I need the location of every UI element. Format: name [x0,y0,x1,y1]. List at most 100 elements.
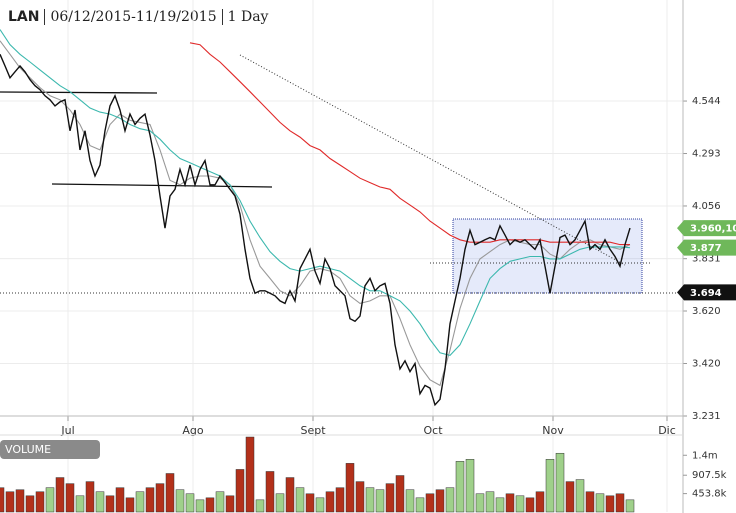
volume-bar [235,469,245,513]
volume-bar [115,487,125,513]
volume-bar [615,493,625,513]
volume-bar [295,487,305,513]
volume-bar [135,491,145,513]
price-badge [677,284,736,301]
y-tick-label: 4.293 [692,149,721,160]
volume-bar [475,493,485,513]
drawn-trendline [0,91,158,94]
x-tick-label: Nov [542,424,564,437]
volume-bar [305,493,315,513]
volume-bar [495,497,505,513]
volume-bar [485,491,495,513]
volume-bar [155,483,165,513]
volume-bar [315,497,325,513]
volume-bar [395,475,405,513]
volume-bar [325,491,335,513]
drawn-trendline [239,54,626,266]
chart-title: LAN 06/12/2015-11/19/2015 1 Day [8,9,268,25]
volume-bar [335,487,345,513]
volume-tick-label: 907.5k [692,470,727,481]
separator [44,9,46,25]
volume-bar [565,481,575,513]
separator [221,9,223,25]
series-line [0,54,631,407]
volume-bar [585,491,595,513]
volume-bar [525,497,535,513]
volume-bar [15,489,25,513]
volume-bar [555,452,565,513]
price-badge [677,239,736,256]
volume-bar [205,497,215,513]
volume-bar [465,459,475,513]
volume-bar [435,489,445,513]
symbol: LAN [8,9,40,25]
volume-bar [65,483,75,513]
volume-bar [515,495,525,513]
volume-bar [5,491,15,513]
volume-bar [35,491,45,513]
volume-bar [0,487,5,513]
date-range: 06/12/2015-11/19/2015 [50,9,217,25]
volume-bar [185,493,195,513]
volume-bar [595,493,605,513]
volume-bar [45,487,55,513]
series-line [0,29,631,357]
volume-bar [215,491,225,513]
price-badge-label: 3.877 [690,243,722,254]
lines-layer [0,29,631,407]
interval: 1 Day [227,9,269,25]
grid-layer: 4.544 4.293 4.056 3.831 3.620 3.420 3.231 Jul Ag… [0,0,721,512]
price-badge-label: 3.960,10 [690,224,736,235]
y-tick-label: 3.231 [692,411,721,422]
volume-bar [275,493,285,513]
x-tick-label: Jul [60,424,74,437]
x-tick-label: Ago [182,424,204,437]
y-tick-label: 4.056 [692,201,721,212]
volume-bar [405,489,415,513]
volume-bar [375,489,385,513]
volume-bar [175,489,185,513]
volume-bar [75,495,85,513]
volume-bar [55,477,65,513]
volume-bar [265,471,275,513]
volume-bar [345,463,355,513]
volume-bar [605,495,615,513]
volume-bar [365,487,375,513]
volume-bar [195,499,205,513]
volume-label: VOLUME [5,443,51,456]
x-tick-label: Sept [300,424,326,437]
volume-bar [85,481,95,513]
price-badge [677,220,736,237]
volume-bar [545,459,555,513]
volume-bar [385,483,395,513]
price-badge-label: 3.694 [690,288,722,299]
volume-tick-label: 453.8k [692,489,727,500]
volume-bar [145,487,155,513]
x-tick-label: Oct [423,424,443,437]
volume-layer: 1.4m 907.5k 453.8k [0,436,727,513]
y-tick-label: 3.420 [692,358,721,369]
volume-tick-label: 1.4m [692,450,718,461]
volume-bar [445,487,455,513]
volume-bar [125,497,135,513]
volume-bar [255,499,265,513]
volume-bar [245,436,255,513]
volume-bar [225,495,235,513]
volume-bar [455,461,465,513]
volume-bar [95,491,105,513]
volume-bar [575,479,585,513]
volume-bar [425,493,435,513]
volume-bar [355,481,365,513]
volume-bar [105,495,115,513]
volume-bar [415,497,425,513]
volume-bar [505,493,515,513]
y-tick-label: 3.831 [692,254,721,265]
volume-bar [25,495,35,513]
series-line [189,42,630,246]
y-tick-label: 4.544 [692,96,721,107]
volume-bar [165,473,175,513]
volume-bar [625,499,635,513]
drawn-trendline [51,183,273,188]
